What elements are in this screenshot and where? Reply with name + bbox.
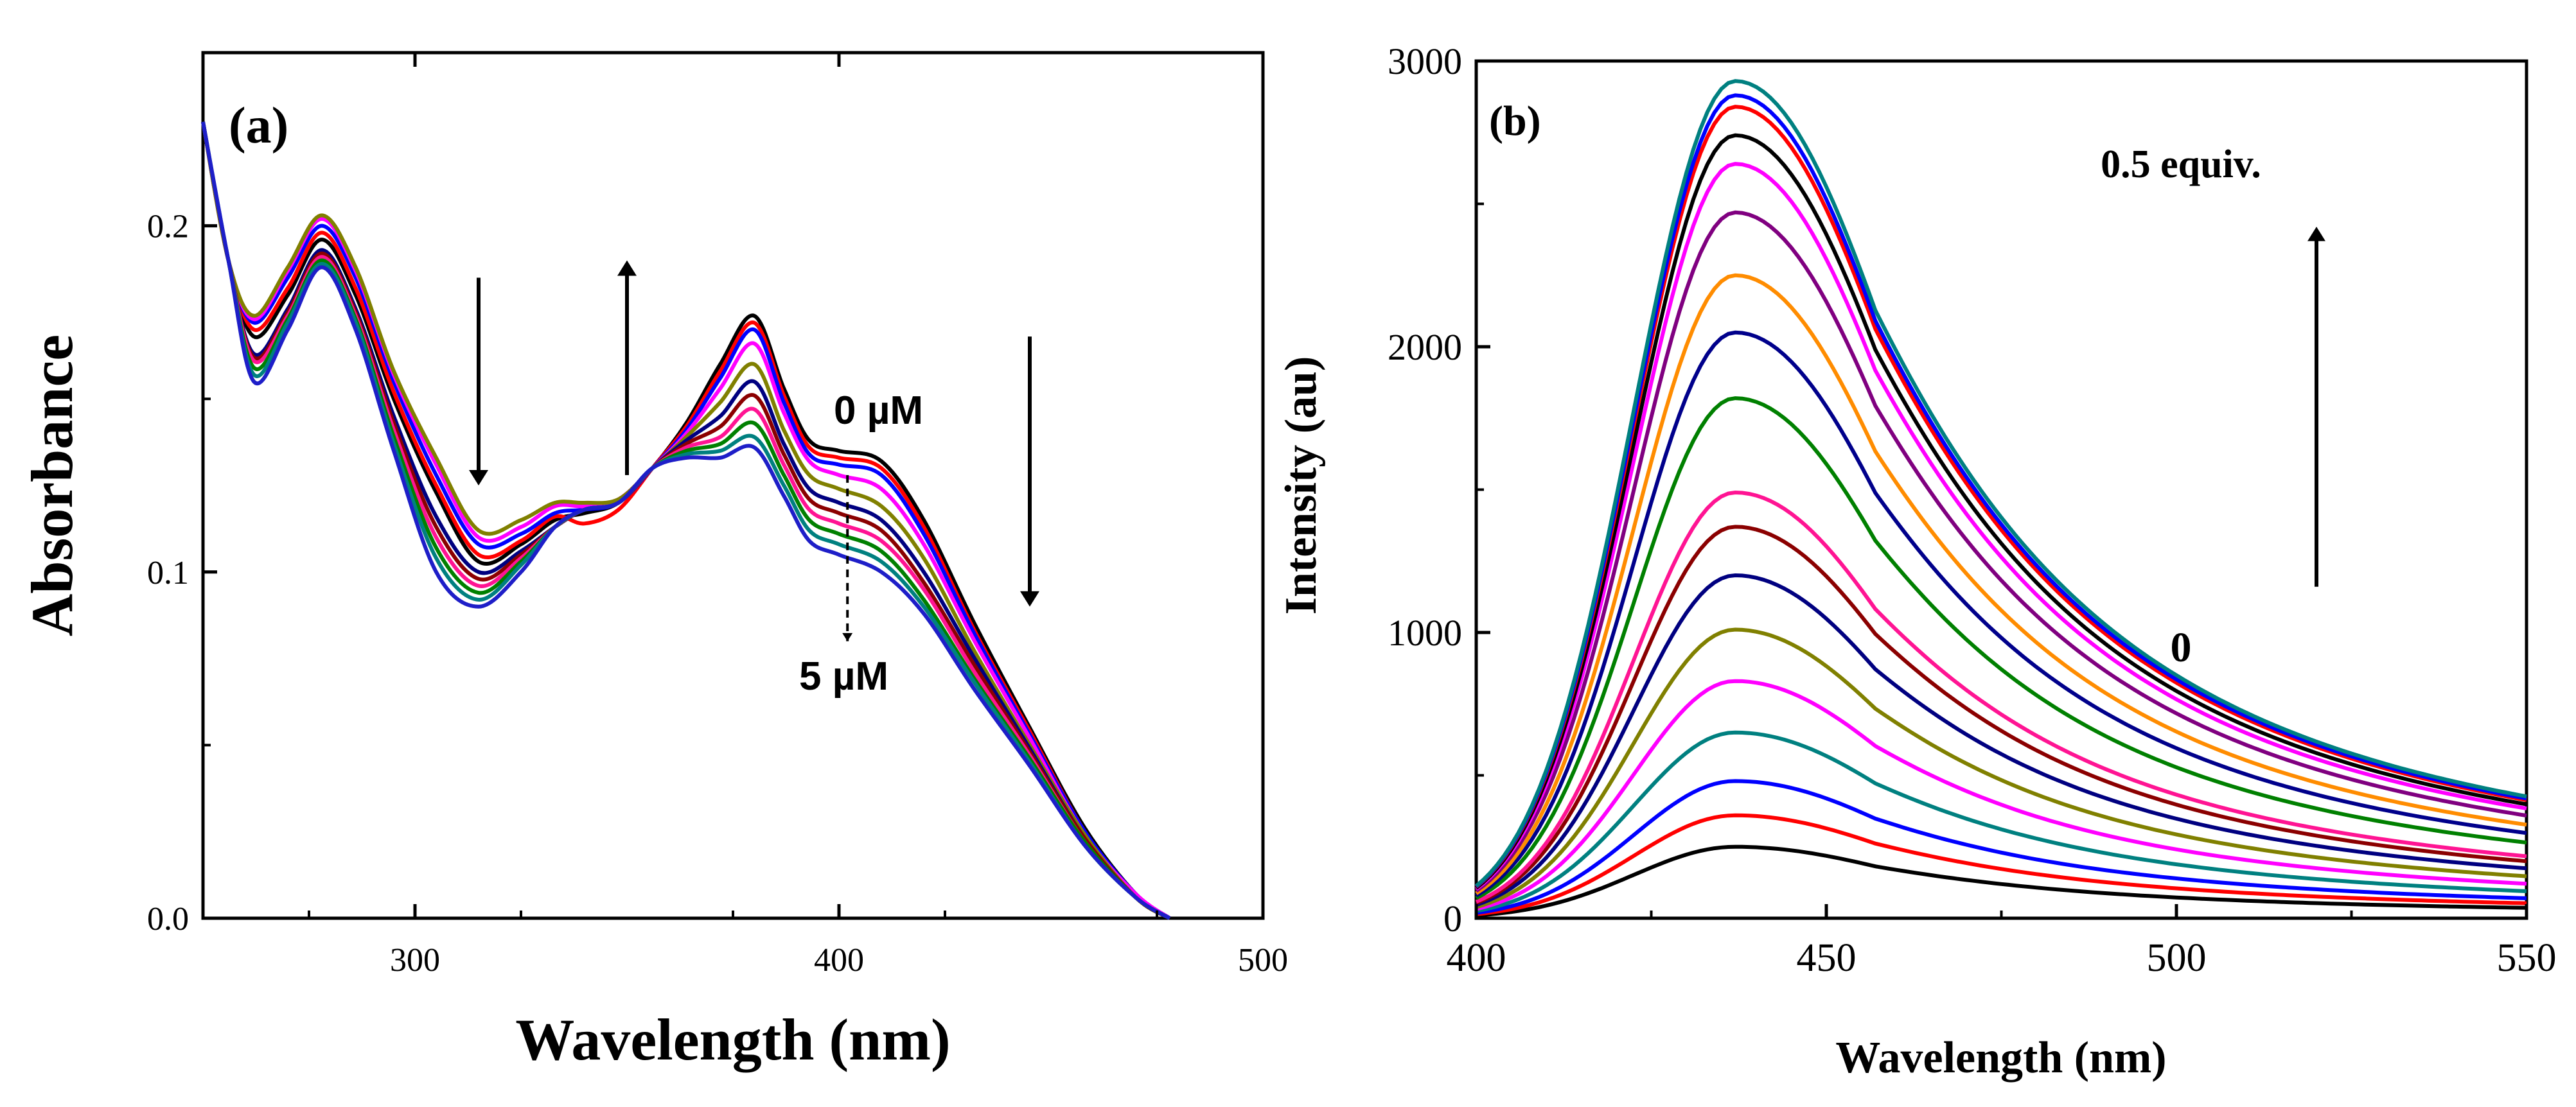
panel-b-xtick-label: 400 <box>1447 936 1506 980</box>
panel-a-annotation-start: 0 µM <box>834 388 923 433</box>
panel-a-series-3 <box>201 121 1171 920</box>
panel-a-series-10 <box>201 121 1171 920</box>
panel-b-ytick-label: 0 <box>1443 898 1462 939</box>
panel-a-xtick-label: 500 <box>1238 942 1288 979</box>
panel-a-xtick-label: 400 <box>814 942 864 979</box>
panel-b-series-16 <box>1475 93 2527 888</box>
panel-a-series-5 <box>201 121 1171 920</box>
panel-a-series-4 <box>201 121 1171 920</box>
panel-b-xtick-label: 500 <box>2147 936 2207 980</box>
panel-b-series-group <box>1475 79 2527 918</box>
panel-b-ytick-label: 1000 <box>1388 612 1462 654</box>
panel-b-series-13 <box>1475 162 2527 891</box>
panel-a-series-8 <box>201 121 1171 920</box>
panel-b-label: (b) <box>1489 98 1541 144</box>
panel-a-series-2 <box>201 121 1171 920</box>
panel-b-series-5 <box>1476 627 2527 909</box>
panel-b-xlabel: Wavelength (nm) <box>1835 1033 2166 1083</box>
panel-b-ylabel: Intensity (au) <box>1276 356 1326 615</box>
panel-b-series-2 <box>1476 779 2527 915</box>
panel-a: 300 400 500 0.0 0.1 0.2 (a) Wavelength (nm) A… <box>19 51 1288 1072</box>
panel-b-ytick-label: 3000 <box>1388 40 1462 82</box>
panel-b-series-7 <box>1475 525 2527 905</box>
panel-a-series-group <box>201 121 1171 920</box>
panel-a-ytick-label: 0.0 <box>147 901 189 937</box>
panel-a-series-6 <box>201 121 1171 920</box>
panel-a-arrow-head-3 <box>842 632 853 641</box>
panel-b-series-0 <box>1476 844 2527 918</box>
panel-b: 400 450 500 550 0 1000 2000 3000 (b) Wavelength… <box>1276 40 2557 1083</box>
panel-b-series-10 <box>1475 330 2527 898</box>
panel-a-arrow-head-0 <box>469 470 488 485</box>
panel-b-annotation-bottom: 0 <box>2171 624 2192 671</box>
panel-b-ytick-label: 2000 <box>1388 326 1462 368</box>
panel-a-series-1 <box>201 121 1171 920</box>
panel-a-arrows <box>469 260 1039 641</box>
panel-a-arrow-head-1 <box>617 260 637 276</box>
panel-b-xtick-label: 450 <box>1797 936 1857 980</box>
panel-b-arrows <box>2307 227 2325 587</box>
panel-b-series-9 <box>1475 396 2527 900</box>
panel-b-series-17 <box>1475 79 2527 887</box>
panel-a-arrow-head-2 <box>1020 591 1039 607</box>
panel-b-series-1 <box>1476 813 2527 916</box>
panel-a-series-9 <box>201 121 1171 920</box>
panel-a-ytick-label: 0.2 <box>147 209 189 245</box>
panel-a-frame <box>201 51 1265 920</box>
panel-b-xtick-label: 550 <box>2497 936 2557 980</box>
panel-a-annotation-end: 5 µM <box>799 654 888 699</box>
panel-a-xlabel: Wavelength (nm) <box>515 1007 950 1072</box>
panel-b-arrow-head-0 <box>2307 227 2325 241</box>
panel-a-series-0 <box>201 121 1171 920</box>
panel-b-series-8 <box>1475 490 2527 904</box>
panel-a-ytick-label: 0.1 <box>147 555 189 591</box>
panel-a-label: (a) <box>229 98 288 154</box>
panel-b-series-3 <box>1476 730 2527 913</box>
panel-a-series-7 <box>201 121 1171 920</box>
panel-a-ticks: 300 400 500 0.0 0.1 0.2 <box>147 53 1288 979</box>
panel-b-series-12 <box>1475 210 2527 893</box>
panel-b-series-6 <box>1475 573 2527 907</box>
panel-b-series-4 <box>1476 679 2527 911</box>
panel-b-annotation-top: 0.5 equiv. <box>2101 143 2261 186</box>
panel-a-xtick-label: 300 <box>390 942 440 979</box>
panel-a-ylabel: Absorbance <box>19 335 85 636</box>
panel-b-series-14 <box>1475 133 2527 890</box>
panel-b-series-11 <box>1475 273 2527 895</box>
panel-b-ticks: 400 450 500 550 0 1000 2000 3000 <box>1388 40 2557 980</box>
